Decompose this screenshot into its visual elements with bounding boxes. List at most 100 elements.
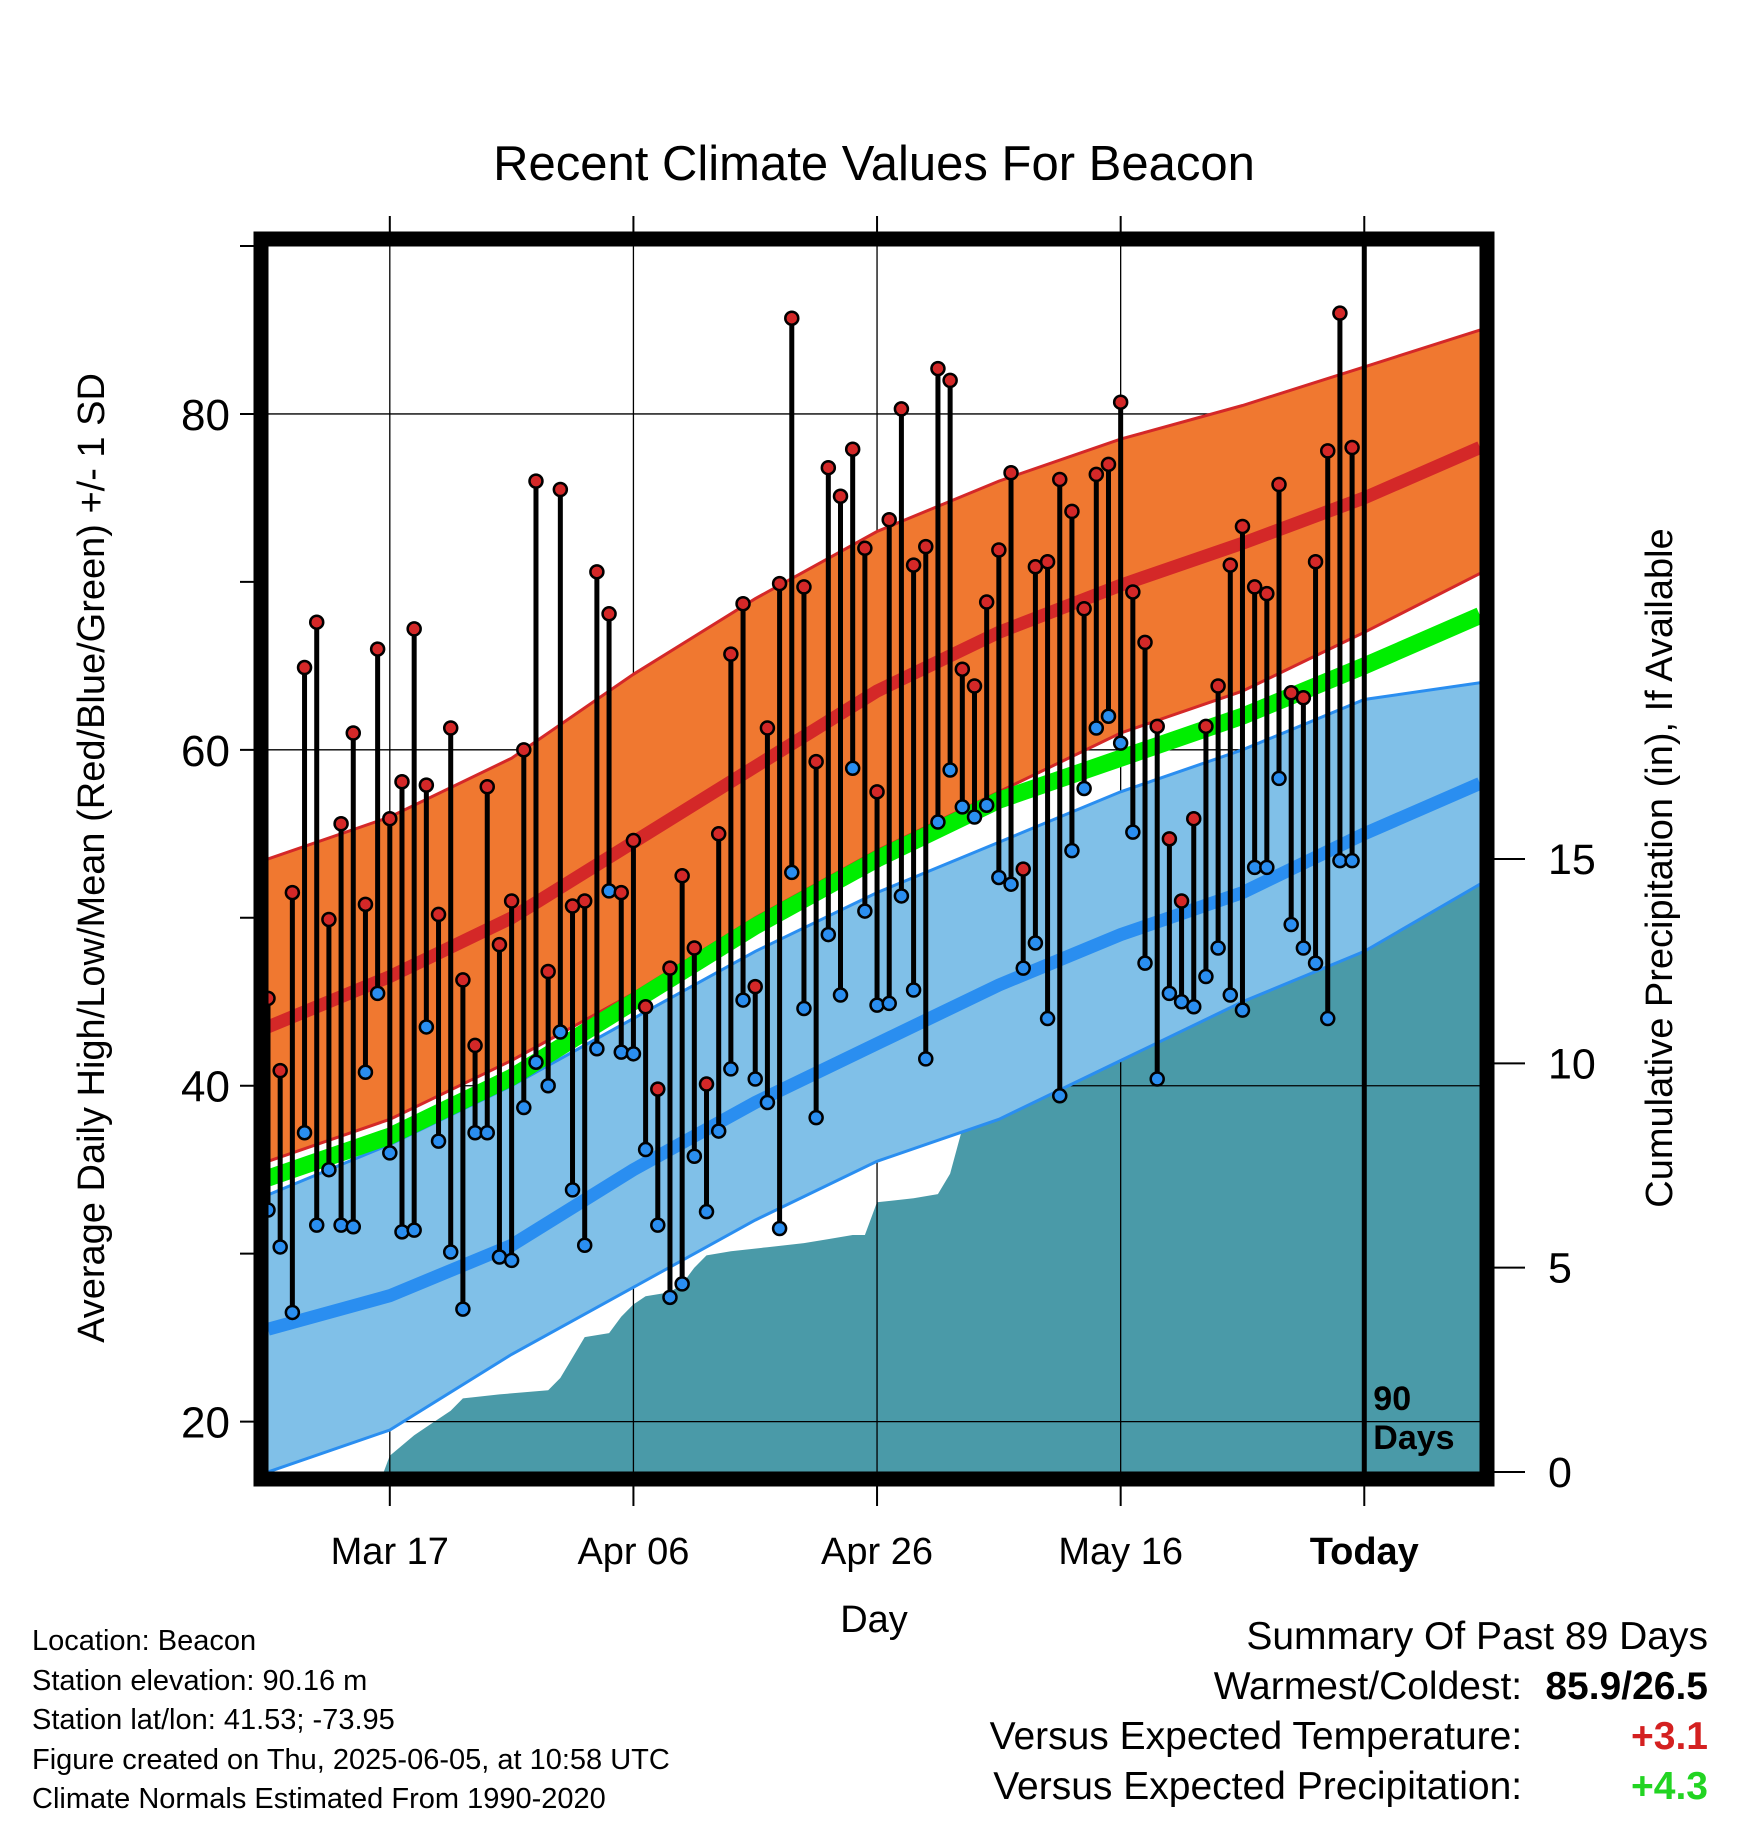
daily-high-point [662, 960, 678, 976]
daily-low-point [1283, 916, 1299, 933]
daily-high-point [406, 621, 422, 637]
daily-low-point [382, 1145, 398, 1161]
daily-low-point [268, 1202, 276, 1218]
daily-high-point [784, 310, 800, 326]
daily-low-point [1161, 985, 1178, 1002]
daily-low-point [637, 1141, 654, 1158]
daily-high-point [1222, 557, 1239, 573]
daily-low-point [1100, 708, 1117, 724]
daily-high-point [723, 646, 739, 662]
daily-low-point [759, 1094, 776, 1111]
daily-low-point [1295, 940, 1312, 956]
daily-high-point [1064, 503, 1080, 520]
chart-title: Recent Climate Values For Beacon [493, 137, 1255, 191]
daily-low-point [954, 799, 971, 815]
warmest-coldest-row: Warmest/Coldest: 85.9/26.5 [990, 1662, 1708, 1712]
daily-low-point [442, 1244, 459, 1260]
x-axis-label: Day [840, 1599, 908, 1641]
daily-low-point [784, 864, 800, 881]
daily-low-point [613, 1044, 629, 1060]
daily-low-point [1064, 842, 1080, 859]
daily-high-point [491, 936, 508, 953]
daily-low-point [333, 1217, 349, 1233]
daily-high-point [272, 1062, 288, 1079]
summary-heading: Summary Of Past 89 Days [1246, 1615, 1708, 1658]
daily-low-point [345, 1219, 362, 1235]
summary-panel: Summary Of Past 89 Days Warmest/Coldest:… [990, 1612, 1708, 1812]
daily-low-point [1137, 955, 1153, 971]
y-tick-label: 20 [181, 1399, 230, 1448]
daily-low-point [991, 869, 1007, 886]
daily-low-point [650, 1217, 666, 1233]
daily-low-point [540, 1077, 556, 1094]
high-normal-band-upper-edge [268, 328, 1480, 861]
daily-high-point [418, 777, 435, 793]
daily-low-point [357, 1064, 374, 1081]
daily-low-point [1222, 987, 1239, 1003]
daily-high-point [893, 401, 910, 417]
daily-high-point [296, 659, 313, 676]
warmest-coldest-label: Warmest/Coldest: [1213, 1665, 1523, 1708]
daily-low-point [1076, 780, 1092, 797]
y2-tick-label: 0 [1548, 1449, 1572, 1497]
daily-high-point [808, 753, 824, 770]
daily-low-point [1112, 735, 1129, 751]
daily-high-point [650, 1081, 666, 1097]
daily-high-point [771, 575, 788, 592]
daily-low-point [564, 1182, 581, 1198]
y-axis-label: Average Daily High/Low/Mean (Red/Blue/Gr… [71, 373, 113, 1343]
daily-high-point [905, 557, 922, 573]
daily-high-point [345, 725, 362, 741]
daily-low-point [966, 809, 983, 825]
daily-high-point [479, 779, 496, 795]
daily-high-point [284, 884, 301, 901]
daily-low-point [516, 1099, 532, 1116]
daily-high-point [1319, 443, 1336, 459]
daily-high-point [528, 473, 544, 489]
daily-low-point [1125, 824, 1141, 840]
daily-high-point [1125, 584, 1141, 600]
daily-low-point [503, 1252, 520, 1269]
y2-tick-label: 5 [1548, 1245, 1572, 1293]
daily-low-point [1307, 955, 1324, 971]
y-tick-label: 80 [181, 391, 230, 440]
precipitation-departure-row: Versus Expected Precipitation: +4.3 [990, 1762, 1708, 1812]
temperature-departure-label: Versus Expected Temperature: [989, 1715, 1523, 1758]
daily-high-point [321, 911, 337, 928]
daily-high-point [954, 661, 971, 677]
daily-high-point [382, 810, 398, 827]
location-text: Location: Beacon [32, 1625, 257, 1657]
daily-high-point [918, 538, 934, 555]
daily-high-point [674, 868, 690, 884]
daily-low-point [918, 1051, 934, 1067]
daily-high-point [930, 360, 946, 377]
daily-low-point [552, 1024, 569, 1040]
daily-high-point [268, 990, 276, 1007]
daily-low-point [406, 1222, 422, 1238]
daily-low-point [1003, 876, 1019, 892]
daily-high-point [698, 1076, 715, 1092]
daily-low-point [625, 1046, 642, 1062]
daily-high-point [1198, 718, 1214, 735]
axis-layer: 20 40 60 80 0 5 10 15 Mar 17 Apr 06 Apr 26 May 16 To… [181, 216, 1596, 1573]
y2-axis-label: Cumulative Precipitation (in), If Availa… [1639, 528, 1681, 1207]
daily-high-point [1210, 678, 1226, 694]
created-text: Figure created on Thu, 2025-06-05, at 10… [32, 1743, 670, 1776]
daily-low-point [1149, 1071, 1165, 1087]
plot-content [268, 246, 1480, 1472]
daily-low-point [308, 1217, 325, 1233]
normals-text: Climate Normals Estimated From 1990-2020 [32, 1783, 606, 1815]
daily-high-point [1271, 476, 1287, 493]
daily-low-point [1210, 940, 1226, 956]
daily-low-point [930, 814, 946, 830]
high-normal-line [268, 441, 1480, 1033]
daily-high-point [369, 641, 386, 657]
y2-tick-label: 15 [1548, 836, 1596, 884]
daily-low-point [284, 1304, 301, 1321]
daily-high-point [1088, 466, 1105, 483]
daily-high-point [1052, 471, 1068, 488]
elevation-text: Station elevation: 90.16 m [32, 1664, 368, 1697]
station-info: Location: Beacon Station elevation: 90.1… [32, 1622, 670, 1820]
daily-high-point [540, 963, 556, 980]
